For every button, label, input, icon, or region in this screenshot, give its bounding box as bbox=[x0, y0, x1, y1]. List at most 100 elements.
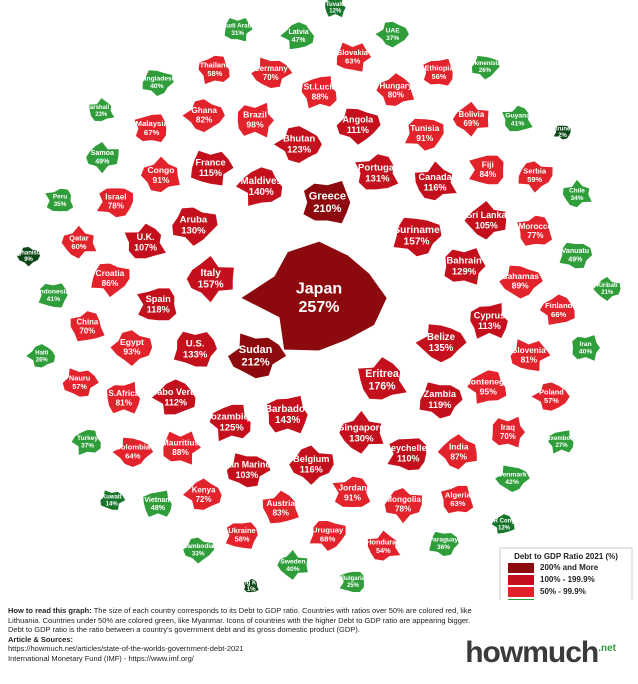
country-shape bbox=[421, 57, 454, 87]
country-label: Vanuatu bbox=[562, 247, 590, 255]
country-shape bbox=[278, 21, 316, 51]
value-label: 116% bbox=[424, 182, 447, 192]
country-label: Paraguay bbox=[429, 537, 459, 544]
country-shape bbox=[24, 343, 57, 369]
country-shape bbox=[162, 430, 203, 467]
value-label: 40% bbox=[286, 566, 299, 573]
value-label: 68% bbox=[320, 534, 336, 543]
country-label: Greece bbox=[309, 190, 346, 202]
value-label: 63% bbox=[450, 499, 465, 508]
country-shape bbox=[172, 330, 219, 368]
value-label: 12% bbox=[329, 9, 342, 15]
country-label: UAE bbox=[386, 27, 400, 34]
country-label: Jordan bbox=[338, 482, 366, 492]
country-label: Morocco bbox=[519, 222, 553, 231]
logo-name: howmuch bbox=[465, 636, 599, 669]
value-label: 130% bbox=[181, 225, 206, 236]
value-label: 37% bbox=[81, 443, 94, 450]
value-label: 26% bbox=[479, 68, 492, 74]
country-label: Bolivia bbox=[459, 110, 485, 119]
country-shape bbox=[123, 222, 168, 260]
country-label: Singapore bbox=[338, 422, 385, 433]
country-label: Slovenia bbox=[512, 346, 546, 355]
legend-swatch bbox=[508, 575, 534, 585]
country-label: Kiribati bbox=[597, 283, 618, 289]
value-label: 210% bbox=[313, 203, 341, 215]
country-label: Sudan bbox=[239, 344, 273, 356]
country-label: Sri Lanka bbox=[466, 210, 507, 220]
country-shape bbox=[335, 41, 373, 73]
country-label: Uruguay bbox=[312, 525, 344, 534]
country-shape bbox=[338, 409, 385, 455]
legend-swatch bbox=[508, 587, 534, 597]
country-shape bbox=[330, 475, 372, 509]
country-shape bbox=[436, 432, 478, 471]
country-shape bbox=[338, 570, 366, 594]
country-label: Portugal bbox=[358, 162, 397, 173]
country-label: Samoa bbox=[91, 149, 114, 157]
country-shape bbox=[84, 140, 120, 175]
value-label: 48% bbox=[151, 505, 166, 512]
legend-label: 200% and More bbox=[540, 563, 599, 572]
country-shape bbox=[302, 179, 352, 225]
country-shape bbox=[443, 246, 487, 287]
country-label: Slovakia bbox=[337, 48, 369, 57]
country-shape bbox=[561, 178, 594, 209]
country-shape bbox=[497, 264, 545, 300]
value-label: 1% bbox=[247, 587, 256, 593]
country-label: Hungary bbox=[379, 81, 413, 90]
country-shape bbox=[403, 117, 445, 152]
country-label: Mozambique bbox=[203, 410, 260, 421]
country-shape bbox=[226, 332, 288, 380]
country-label: Cabo Verde bbox=[151, 387, 201, 397]
value-label: 21% bbox=[601, 290, 614, 296]
value-label: 257% bbox=[299, 299, 340, 316]
value-label: 112% bbox=[164, 398, 187, 408]
value-label: 31% bbox=[231, 30, 244, 37]
source: International Monetary Fund (IMF) - http… bbox=[8, 653, 194, 663]
country-shape bbox=[261, 489, 301, 525]
country-label: Marshall Is. bbox=[85, 105, 118, 111]
value-label: 113% bbox=[478, 321, 501, 331]
country-shape bbox=[383, 486, 424, 525]
country-label: Afghanistan bbox=[11, 250, 46, 256]
value-label: 70% bbox=[500, 432, 516, 441]
legend-label: 20% - 49.9% bbox=[540, 599, 586, 600]
country-shape bbox=[469, 301, 509, 341]
country-label: France bbox=[195, 157, 225, 167]
country-label: Eritrea bbox=[365, 368, 399, 380]
value-label: 123% bbox=[287, 144, 312, 154]
country-shape bbox=[15, 245, 42, 268]
country-shape bbox=[90, 262, 131, 299]
country-label: Israel bbox=[105, 192, 126, 201]
country-shape bbox=[142, 489, 173, 519]
value-label: 40% bbox=[150, 83, 163, 90]
country-shape bbox=[271, 125, 324, 165]
country-shape bbox=[463, 199, 508, 241]
country-label: Tunisia bbox=[410, 123, 439, 133]
value-label: 67% bbox=[144, 128, 160, 137]
country-shape bbox=[558, 241, 594, 270]
value-label: 33% bbox=[192, 550, 205, 557]
value-label: 80% bbox=[388, 91, 405, 100]
country-label: Peru bbox=[53, 194, 67, 201]
value-label: 212% bbox=[242, 357, 270, 369]
value-label: 111% bbox=[347, 125, 369, 135]
value-label: 98% bbox=[246, 120, 264, 130]
value-label: 2% bbox=[558, 133, 567, 139]
country-shape bbox=[491, 415, 527, 449]
value-label: 115% bbox=[199, 168, 222, 178]
value-label: 58% bbox=[235, 535, 250, 544]
country-label: Qatar bbox=[69, 234, 89, 243]
value-label: 143% bbox=[275, 415, 300, 426]
country-label: Finland bbox=[545, 301, 573, 310]
value-label: 41% bbox=[511, 120, 525, 127]
value-label: 40% bbox=[579, 349, 592, 356]
country-shape bbox=[529, 381, 571, 412]
value-label: 23% bbox=[95, 112, 108, 118]
value-label: 49% bbox=[568, 255, 583, 263]
value-label: 86% bbox=[102, 278, 119, 288]
value-label: 36% bbox=[437, 544, 450, 551]
country-shape bbox=[375, 71, 416, 107]
value-label: 118% bbox=[147, 305, 170, 315]
